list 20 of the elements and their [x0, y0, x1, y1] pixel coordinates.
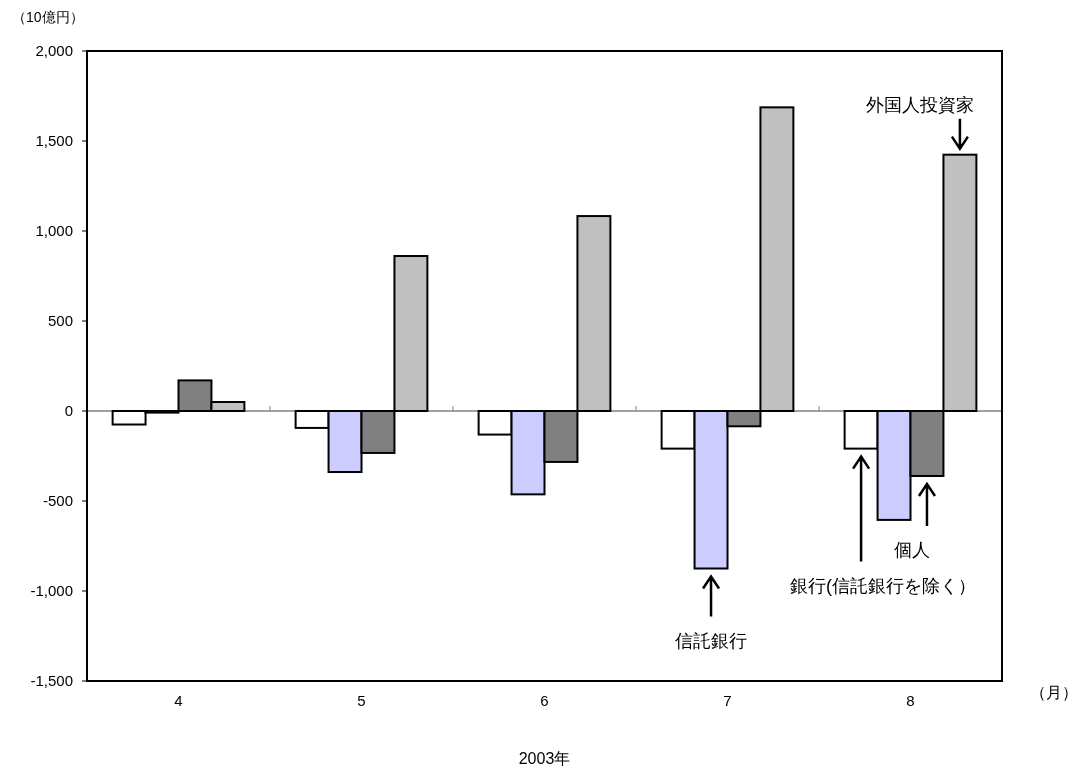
legend-label: 個人	[893, 539, 930, 560]
x-tick-label: 7	[723, 692, 732, 709]
y-axis-title: （10億円）	[12, 9, 84, 25]
text: （月）	[1030, 684, 1072, 701]
y-tick-label: 1,000	[35, 222, 73, 239]
x-tick-label: 4	[174, 692, 183, 709]
x-tick-label: 8	[906, 692, 915, 709]
y-tick-label: 0	[64, 402, 73, 419]
x-axis-title: 2003年	[518, 750, 571, 767]
y-tick-label: -1,500	[30, 672, 73, 689]
y-tick-label: 1,500	[35, 132, 73, 149]
y-tick-label: 2,000	[35, 42, 73, 59]
x-tick-label: 5	[357, 692, 366, 709]
y-tick-label: 500	[47, 312, 73, 329]
text: 銀行(信託銀行を除く）	[790, 575, 977, 596]
x-tick-label: 6	[540, 692, 549, 709]
text: 外国人投資家	[865, 94, 974, 115]
y-tick-label: -1,000	[30, 582, 73, 599]
legend-label: 信託銀行	[675, 630, 748, 651]
y-tick-label: -500	[42, 492, 73, 509]
